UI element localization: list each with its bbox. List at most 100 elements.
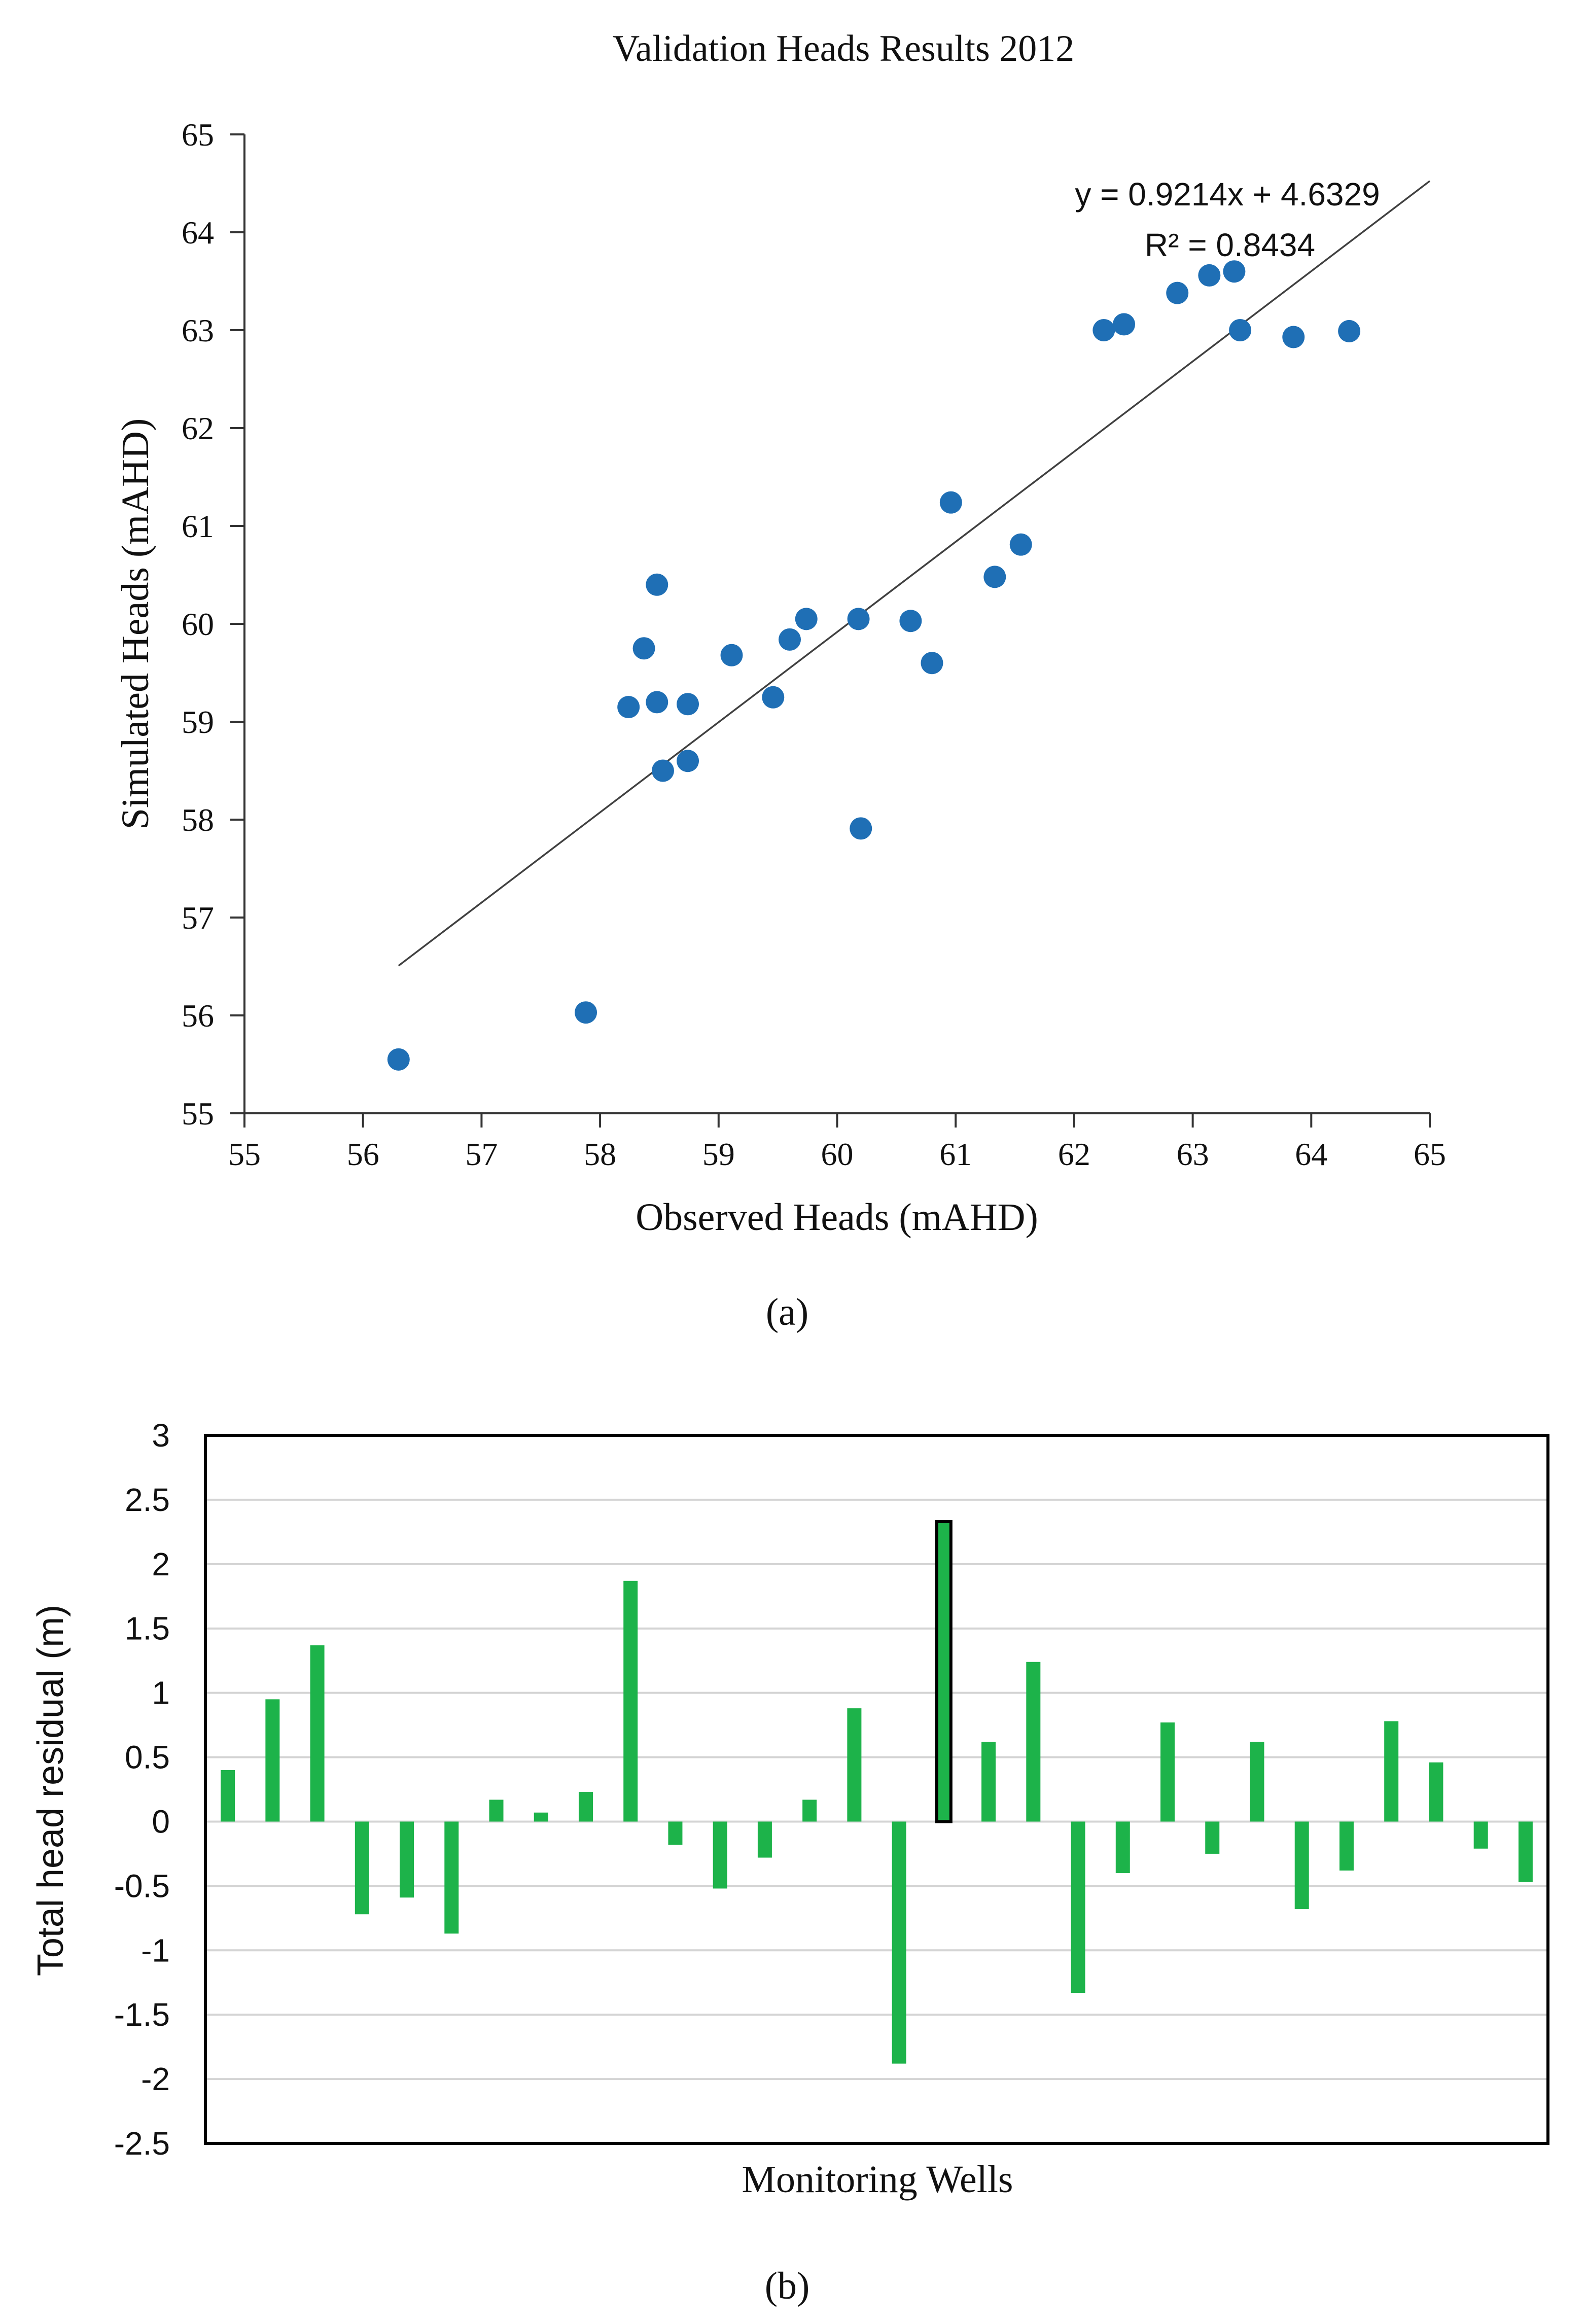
x-tick-label: 63 <box>1177 1136 1209 1172</box>
y-tick-label: 2.5 <box>125 1482 170 1518</box>
x-tick-label: 62 <box>1058 1136 1090 1172</box>
trendline-layer <box>398 180 1431 967</box>
residual-bar <box>1250 1742 1264 1822</box>
residual-bar <box>444 1821 459 1934</box>
y-tick-label: -0.5 <box>114 1868 170 1904</box>
scatter-point <box>617 696 640 719</box>
y-tick-label: 2 <box>152 1546 170 1582</box>
scatter-point <box>762 686 785 709</box>
x-tick-label: 55 <box>228 1136 261 1172</box>
residual-bar <box>1205 1821 1220 1854</box>
scatter-point <box>983 566 1006 588</box>
scatter-point <box>1338 320 1361 342</box>
residual-bar <box>1473 1821 1488 1849</box>
trendline-equation: y = 0.9214x + 4.6329 <box>1075 176 1380 213</box>
y-tick-label: 60 <box>182 606 214 642</box>
residual-bar <box>1115 1821 1130 1873</box>
scatter-point <box>1092 319 1115 341</box>
gridlines <box>205 1434 1548 2144</box>
x-tick-label: 60 <box>821 1136 854 1172</box>
y-tick-label: 57 <box>182 900 214 936</box>
residual-bar <box>981 1742 996 1822</box>
x-tick-label: 64 <box>1295 1136 1327 1172</box>
scatter-point <box>779 628 801 651</box>
scatter-y-label: Simulated Heads (mAHD) <box>114 418 157 830</box>
residual-bar <box>265 1699 280 1822</box>
scatter-point <box>795 608 818 630</box>
trendline <box>398 180 1431 967</box>
x-tick-label: 59 <box>702 1136 735 1172</box>
y-tick-label: 55 <box>182 1096 214 1132</box>
residual-bar <box>534 1812 548 1822</box>
y-tick-label: 64 <box>182 215 214 251</box>
scatter-point <box>850 817 872 840</box>
caption-b: (b) <box>765 2265 810 2307</box>
residual-bar <box>668 1821 683 1845</box>
x-tick-label: 61 <box>939 1136 972 1172</box>
caption-a: (a) <box>766 1291 808 1333</box>
x-tick-label: 56 <box>347 1136 379 1172</box>
y-tick-label: -1.5 <box>114 1996 170 2033</box>
scatter-point <box>720 644 743 666</box>
y-tick-label: -2 <box>141 2061 170 2097</box>
y-tick-label: 61 <box>182 508 214 544</box>
scatter-point <box>1166 281 1189 304</box>
y-tick-label: 3 <box>152 1417 170 1454</box>
y-tick-label: -1 <box>141 1932 170 1968</box>
residual-bar <box>1429 1762 1443 1822</box>
y-tick-label: 58 <box>182 802 214 838</box>
y-ticks: 3 2.5 2 1.5 1 0.5 0 -0.5 -1 -1.5 -2 -2.5 <box>114 1417 170 2162</box>
bar-x-label: Monitoring Wells <box>742 2158 1013 2201</box>
residual-bar <box>578 1792 593 1822</box>
scatter-point <box>575 1001 597 1024</box>
residual-bar-highlighted <box>935 1520 953 1823</box>
x-ticks: 55 56 57 58 59 60 61 62 63 64 65 <box>228 1113 1446 1172</box>
residual-bar <box>892 1821 906 2064</box>
scatter-point <box>921 652 943 675</box>
y-tick-label: 62 <box>182 410 214 446</box>
x-tick-label: 65 <box>1414 1136 1446 1172</box>
bar-y-label: Total head residual (m) <box>30 1605 71 1976</box>
residual-bar <box>1160 1722 1175 1822</box>
scatter-point <box>677 693 699 716</box>
plot-frame <box>204 1434 1549 2145</box>
scatter-point <box>1282 326 1305 348</box>
residual-bar <box>489 1800 504 1822</box>
residual-bar <box>310 1645 325 1822</box>
x-tick-label: 58 <box>584 1136 616 1172</box>
y-ticks: 55 56 57 58 59 60 61 62 63 64 65 <box>182 117 244 1132</box>
residual-bar <box>355 1821 369 1915</box>
scatter-point <box>939 491 962 514</box>
residual-bar <box>221 1770 235 1822</box>
scatter-point <box>1229 319 1252 341</box>
y-tick-label: 1.5 <box>125 1610 170 1647</box>
residual-bar <box>802 1800 817 1822</box>
scatter-chart: Validation Heads Results 2012 55 56 57 58 59… <box>114 28 1446 1333</box>
residual-bar-chart: 3 2.5 2 1.5 1 0.5 0 -0.5 -1 -1.5 -2 -2.5 Monitoring… <box>30 1417 1549 2307</box>
scatter-point <box>1009 533 1032 556</box>
scatter-point <box>1198 264 1221 287</box>
residual-bar <box>1384 1721 1399 1822</box>
scatter-points <box>387 260 1361 1071</box>
residual-bar <box>1339 1821 1354 1871</box>
y-tick-label: 1 <box>152 1675 170 1711</box>
scatter-point <box>847 608 870 630</box>
y-tick-label: 59 <box>182 704 214 740</box>
scatter-point <box>677 750 699 772</box>
scatter-point <box>646 573 668 596</box>
y-tick-label: 0 <box>152 1803 170 1840</box>
y-tick-label: 65 <box>182 117 214 153</box>
scatter-point <box>632 637 655 660</box>
scatter-point <box>1113 313 1136 336</box>
scatter-point <box>387 1048 410 1071</box>
residual-bar <box>713 1821 727 1889</box>
scatter-point <box>651 759 674 782</box>
y-tick-label: 56 <box>182 998 214 1034</box>
residual-bar <box>1026 1662 1041 1822</box>
r-squared-label: R² = 0.8434 <box>1145 227 1315 263</box>
x-tick-label: 57 <box>465 1136 498 1172</box>
residual-bar <box>1518 1821 1533 1882</box>
y-tick-label: -2.5 <box>114 2125 170 2162</box>
residual-bar <box>400 1821 414 1898</box>
